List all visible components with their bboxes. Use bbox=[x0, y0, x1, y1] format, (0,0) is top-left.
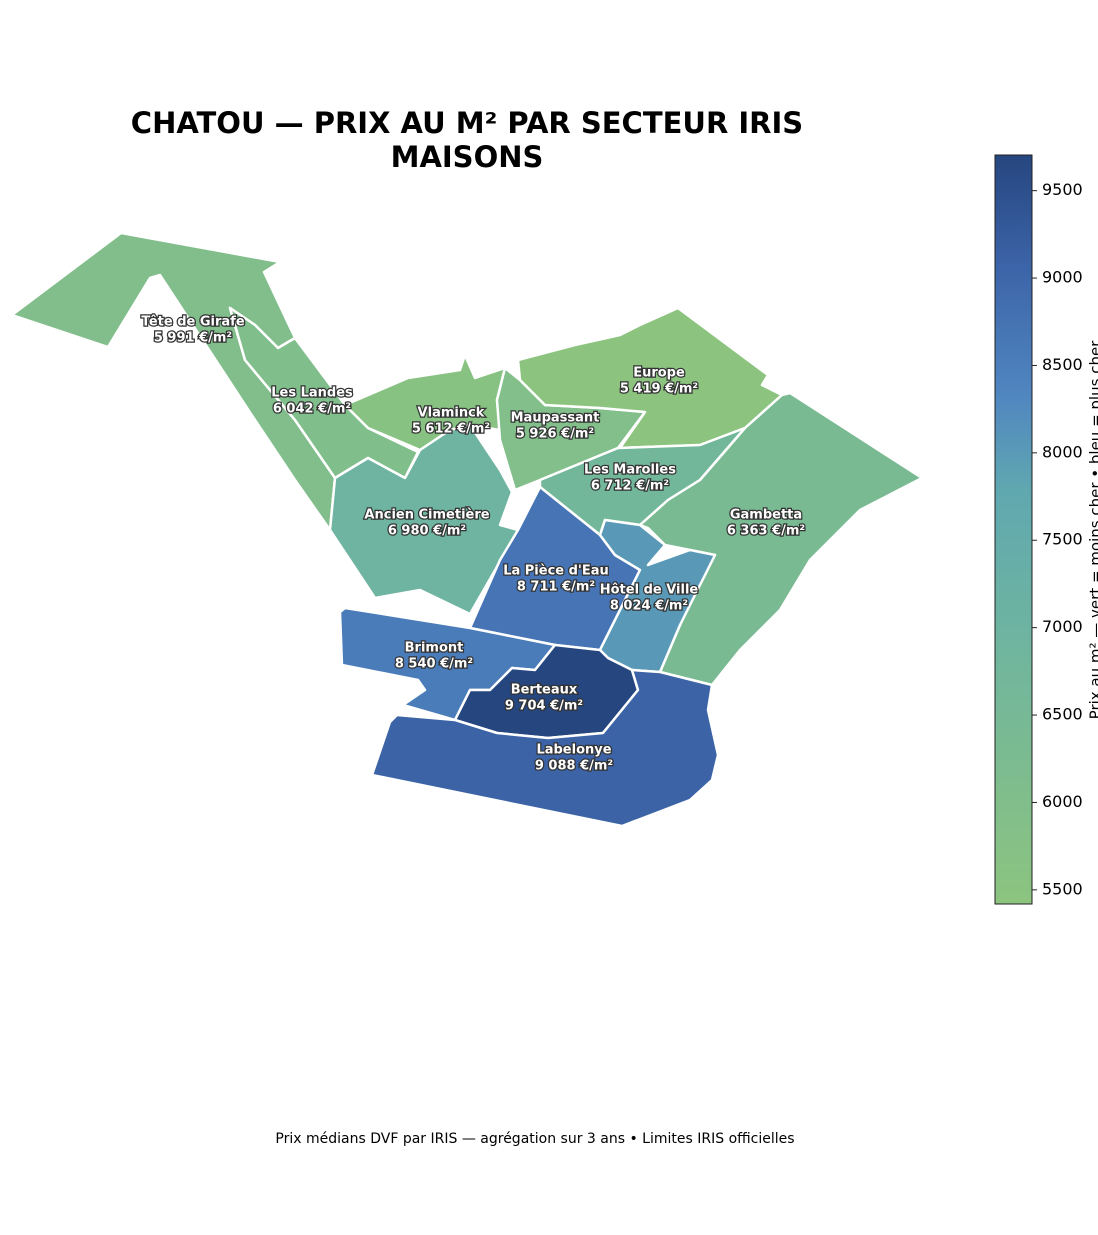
region-value: 8 540 €/m² bbox=[395, 657, 473, 672]
region-value: 5 419 €/m² bbox=[620, 382, 698, 397]
region-name: Labelonye bbox=[536, 743, 611, 758]
colorbar-tick-label: 6000 bbox=[1042, 792, 1083, 811]
region bbox=[598, 518, 717, 674]
region-name: Brimont bbox=[405, 641, 464, 656]
colorbar-tick-label: 8500 bbox=[1042, 355, 1083, 374]
region-name: Europe bbox=[633, 366, 685, 381]
colorbar-tick-label: 9500 bbox=[1042, 180, 1083, 199]
region-value: 9 088 €/m² bbox=[535, 759, 613, 774]
colorbar-label: Prix au m² — vert = moins cher • bleu = … bbox=[1087, 340, 1098, 720]
region-name: Les Marolles bbox=[584, 463, 676, 478]
map-title: MAISONS bbox=[391, 140, 544, 174]
region-name: Vlaminck bbox=[418, 406, 485, 421]
region-name: Tête de Girafe bbox=[141, 315, 245, 330]
region-value: 6 042 €/m² bbox=[273, 402, 351, 417]
colorbar-tick-label: 7500 bbox=[1042, 530, 1083, 549]
colorbar bbox=[994, 154, 1033, 905]
region-value: 6 980 €/m² bbox=[388, 524, 466, 539]
region-name: Les Landes bbox=[271, 386, 353, 401]
colorbar-tick-label: 7000 bbox=[1042, 617, 1083, 636]
region-value: 5 991 €/m² bbox=[154, 331, 232, 346]
region-value: 5 926 €/m² bbox=[516, 427, 594, 442]
region-value: 6 363 €/m² bbox=[727, 524, 805, 539]
regions bbox=[10, 231, 924, 828]
colorbar-tick-label: 9000 bbox=[1042, 268, 1083, 287]
region bbox=[370, 668, 720, 828]
region bbox=[516, 306, 784, 450]
region bbox=[328, 423, 520, 616]
region-value: 5 612 €/m² bbox=[412, 422, 490, 437]
region-name: Gambetta bbox=[730, 508, 802, 523]
region-name: Ancien Cimetière bbox=[364, 508, 489, 523]
colorbar-tick-label: 8000 bbox=[1042, 442, 1083, 461]
region-value: 6 712 €/m² bbox=[591, 479, 669, 494]
region-name: La Pièce d'Eau bbox=[503, 564, 609, 579]
colorbar-tick-label: 5500 bbox=[1042, 879, 1083, 898]
colorbar-tick-label: 6500 bbox=[1042, 705, 1083, 724]
region-name: Maupassant bbox=[511, 411, 600, 426]
footer: Prix médians DVF par IRIS — agrégation s… bbox=[275, 1131, 794, 1147]
region-name: Hôtel de Ville bbox=[600, 583, 699, 598]
region-value: 9 704 €/m² bbox=[505, 699, 583, 714]
region-value: 8 024 €/m² bbox=[610, 599, 688, 614]
region-name: Berteaux bbox=[511, 683, 578, 698]
region-value: 8 711 €/m² bbox=[517, 580, 595, 595]
map-title: CHATOU — PRIX AU M² PAR SECTEUR IRIS bbox=[131, 106, 803, 140]
